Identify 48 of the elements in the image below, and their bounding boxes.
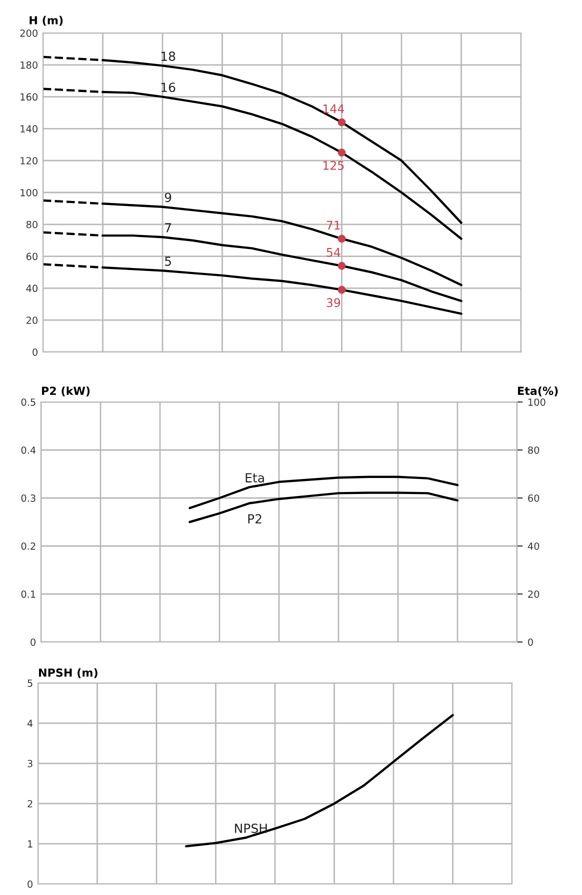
series-label: 16 — [161, 82, 176, 92]
series-label: 9 — [164, 192, 172, 202]
series-label: 7 — [165, 223, 171, 232]
data-label: 54 — [326, 248, 340, 257]
y-axis-title: NPSH (m) — [39, 668, 98, 678]
y-tick-label: 200 — [20, 29, 38, 37]
y-tick-label: 20 — [26, 316, 38, 324]
data-label: 39 — [326, 298, 340, 308]
series-label: NPSH — [235, 824, 267, 834]
y-tick-label: 100 — [20, 188, 38, 196]
series-label: 5 — [165, 256, 171, 266]
y-tick-label: 1 — [28, 840, 32, 848]
y-tick-label: 0 — [30, 638, 36, 646]
y-tick-label: 0 — [28, 880, 32, 888]
y2-tick-label: 100 — [528, 398, 546, 406]
y-tick-label: 140 — [20, 125, 38, 133]
y-tick-label: 160 — [20, 93, 38, 101]
y-tick-label: 180 — [20, 61, 38, 69]
y-tick-label: 120 — [20, 157, 38, 164]
y2-axis-title: Eta(%) — [518, 386, 558, 396]
y-tick-label: 2 — [28, 800, 32, 808]
y-tick-label: 80 — [26, 220, 38, 228]
y-tick-label: 4 — [27, 720, 33, 727]
y-axis-title: H (m) — [30, 16, 63, 26]
y-axis-title: P2 (kW) — [42, 386, 90, 396]
data-label: 125 — [323, 161, 344, 170]
series-label: P2 — [248, 514, 262, 524]
series-label: Eta — [246, 473, 264, 482]
y2-tick-label: 0 — [528, 638, 533, 646]
y-tick-label: 5 — [28, 680, 32, 687]
y-tick-label: 40 — [26, 284, 38, 292]
line-series — [188, 492, 459, 524]
y-tick-label: 0.1 — [21, 590, 36, 598]
y-tick-label: 0.4 — [21, 446, 36, 454]
y-tick-label: 0.3 — [21, 494, 36, 502]
y-tick-label: 60 — [26, 252, 38, 260]
line-series — [185, 714, 454, 848]
y-tick-label: 0 — [32, 348, 38, 356]
series-label: 18 — [161, 52, 176, 61]
data-label: 144 — [323, 104, 344, 114]
y-tick-label: 3 — [28, 760, 32, 768]
y2-tick-label: 40 — [528, 542, 540, 550]
y2-tick-label: 80 — [528, 446, 540, 454]
data-label: 71 — [326, 220, 340, 230]
y2-tick-label: 60 — [528, 494, 540, 502]
y-tick-label: 0.5 — [21, 398, 36, 406]
y-tick-label: 0.2 — [21, 542, 36, 550]
y2-tick-label: 20 — [528, 590, 540, 598]
